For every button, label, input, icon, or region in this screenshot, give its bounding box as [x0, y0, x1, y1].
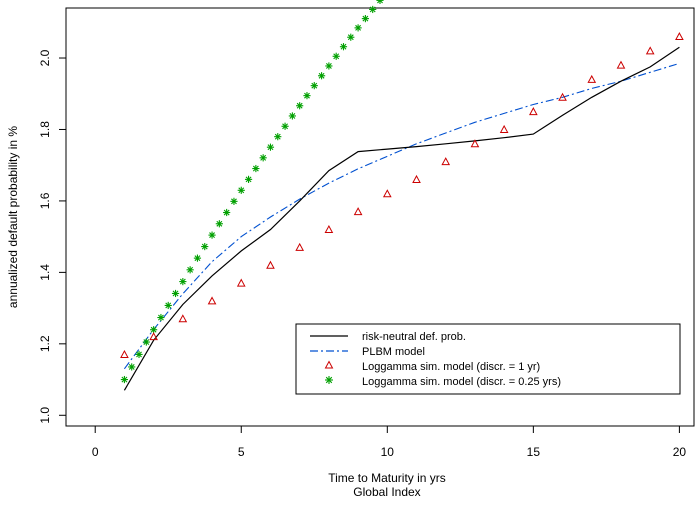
triangle-point [120, 349, 129, 359]
triangle-point [470, 139, 480, 148]
asterisk-point [325, 62, 333, 70]
triangle-point [295, 242, 305, 251]
asterisk-point [266, 143, 275, 151]
asterisk-point [332, 52, 340, 60]
asterisk-point [179, 277, 187, 286]
y-tick-label: 1.0 [38, 407, 52, 424]
triangle-point [324, 224, 334, 233]
asterisk-point [208, 231, 216, 239]
legend-label-loggamma-1yr: Loggamma sim. model (discr. = 1 yr) [362, 361, 540, 373]
asterisk-point [259, 154, 267, 162]
triangle-point [645, 46, 655, 55]
triangle-point [558, 92, 567, 101]
legend-label-risk-neutral: risk-neutral def. prob. [362, 331, 466, 343]
series-plbm-line [123, 62, 680, 370]
asterisk-point [303, 92, 311, 100]
asterisk-point [135, 350, 143, 359]
y-tick-label: 1.8 [38, 121, 52, 138]
legend-symbol-loggamma-1yr [324, 360, 334, 369]
asterisk-point [230, 197, 238, 205]
triangle-point [266, 260, 275, 269]
triangle-point [236, 278, 246, 287]
x-tick-label: 10 [381, 445, 395, 459]
legend-label-plbm: PLBM model [362, 346, 425, 358]
series-layer [120, 0, 684, 391]
asterisk-point [296, 102, 304, 110]
asterisk-point [376, 0, 384, 4]
triangle-point [178, 314, 188, 323]
x-tick-label: 0 [92, 445, 99, 459]
x-axis: 0 5 10 15 20 [92, 425, 687, 459]
triangle-point [675, 32, 684, 41]
triangle-point [353, 207, 363, 216]
y-tick-label: 2.0 [38, 49, 52, 66]
asterisk-point [164, 301, 172, 310]
x-tick-label: 15 [527, 445, 541, 459]
x-axis-subtitle: Global Index [353, 485, 420, 499]
legend: risk-neutral def. prob. PLBM model Logga… [295, 323, 681, 395]
y-tick-label: 1.2 [38, 335, 52, 352]
asterisk-point [274, 133, 282, 141]
triangle-point [616, 60, 626, 69]
triangle-point [149, 332, 158, 341]
series-loggamma-1yr [120, 32, 684, 359]
asterisk-point [281, 122, 289, 130]
asterisk-point [354, 24, 362, 32]
asterisk-point [317, 72, 326, 80]
asterisk-point [157, 313, 165, 322]
y-axis: 1.0 1.2 1.4 1.6 1.8 2.0 [38, 49, 67, 424]
x-axis-title: Time to Maturity in yrs [328, 471, 446, 485]
asterisk-point [252, 164, 260, 173]
triangle-point [499, 124, 509, 133]
asterisk-point [339, 43, 348, 51]
asterisk-point [369, 5, 377, 14]
asterisk-point [310, 82, 318, 90]
asterisk-point [171, 289, 180, 298]
triangle-point [441, 157, 451, 166]
triangle-point [587, 74, 597, 83]
series-loggamma-025yr [120, 0, 384, 384]
asterisk-point [223, 208, 231, 217]
asterisk-point [186, 266, 194, 274]
asterisk-point [347, 33, 355, 41]
x-tick-label: 20 [673, 445, 687, 459]
asterisk-point [120, 375, 129, 384]
asterisk-point [142, 338, 150, 346]
triangle-point [207, 296, 217, 305]
legend-label-loggamma-025yr: Loggamma sim. model (discr. = 0.25 yrs) [362, 376, 561, 388]
legend-symbol-loggamma-025yr [325, 376, 333, 384]
asterisk-point [193, 254, 202, 262]
asterisk-point [215, 220, 223, 228]
y-tick-label: 1.6 [38, 192, 52, 209]
triangle-point [412, 174, 421, 183]
x-tick-label: 5 [238, 445, 245, 459]
asterisk-point [244, 175, 253, 183]
y-axis-title: annualized default probability in % [6, 126, 20, 308]
asterisk-point [128, 363, 136, 371]
series-risk-neutral-line [123, 46, 680, 391]
asterisk-point [237, 186, 245, 194]
asterisk-point [288, 112, 296, 120]
legend-box [295, 323, 681, 395]
asterisk-point [201, 242, 209, 251]
y-tick-label: 1.4 [38, 264, 52, 281]
triangle-point [382, 189, 392, 198]
asterisk-point [361, 15, 369, 23]
triangle-point [529, 107, 538, 116]
